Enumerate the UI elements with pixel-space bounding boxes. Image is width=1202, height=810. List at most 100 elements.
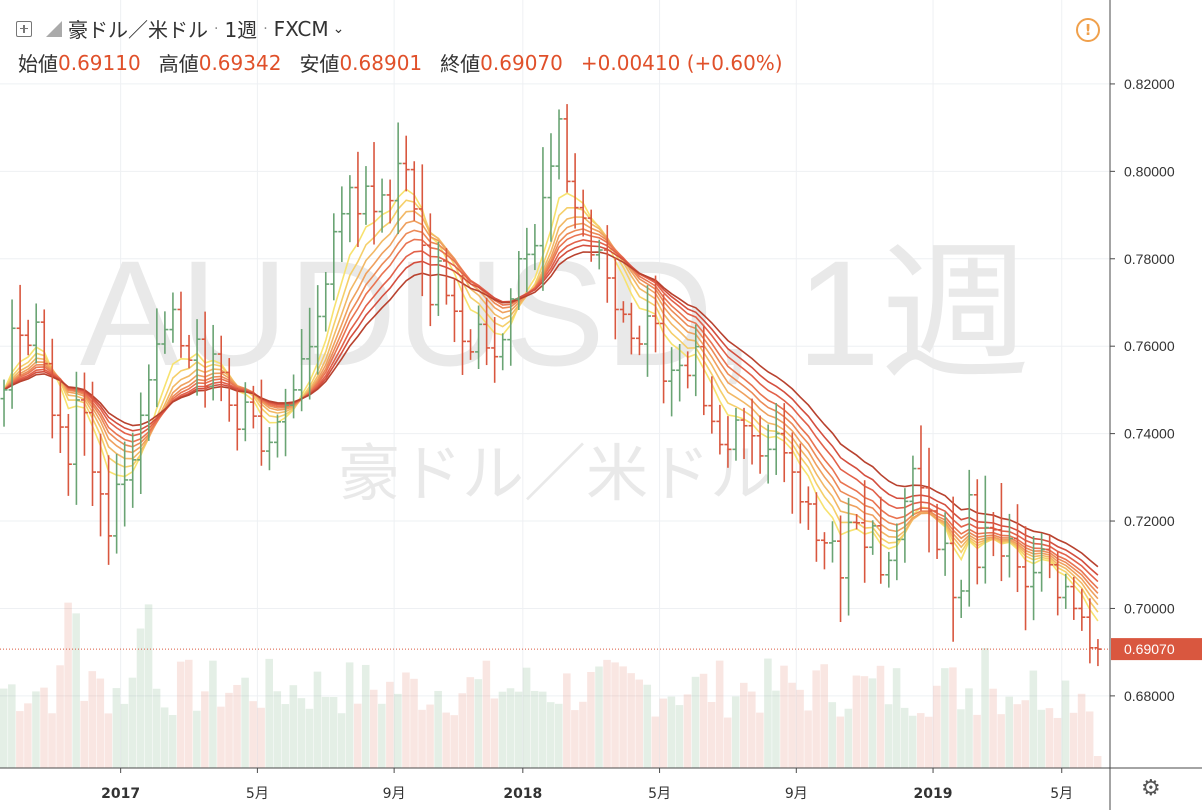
last-price-box xyxy=(1111,638,1202,661)
interval-label[interactable]: 1週 xyxy=(224,18,258,42)
y-tick-label: 0.70000 xyxy=(1124,600,1175,616)
volume-bar xyxy=(201,691,209,768)
price-bar xyxy=(378,178,386,233)
price-bar xyxy=(901,488,909,563)
x-tick-label: 9月 xyxy=(785,786,808,802)
volume-bar xyxy=(498,691,507,768)
volume-bar xyxy=(933,685,941,768)
volume-bar xyxy=(740,682,748,768)
chevron-down-icon[interactable]: ⌄ xyxy=(332,20,345,37)
y-tick-label: 0.76000 xyxy=(1124,338,1175,354)
price-bar xyxy=(24,319,32,356)
volume-bar xyxy=(88,671,97,768)
price-bar xyxy=(531,224,539,271)
price-bar xyxy=(129,432,137,508)
volume-bar xyxy=(160,707,169,768)
expand-icon[interactable] xyxy=(16,20,32,37)
price-bar xyxy=(64,413,72,496)
volume-bar xyxy=(579,701,587,768)
price-bar xyxy=(547,133,555,242)
volume-bar xyxy=(707,701,716,768)
volume-bar xyxy=(281,704,290,768)
high-label: 高値 xyxy=(158,52,199,76)
x-tick-label: 2019 xyxy=(914,786,953,802)
volume-bar xyxy=(370,689,378,768)
volume-bar xyxy=(538,691,547,768)
price-bar xyxy=(1086,598,1094,664)
price-bar xyxy=(571,153,579,229)
volume-bar xyxy=(506,688,515,768)
volume-bar xyxy=(56,665,64,768)
y-tick-label: 0.74000 xyxy=(1124,426,1175,442)
price-bar xyxy=(652,275,660,353)
volume-bar xyxy=(40,687,48,768)
volume-bar xyxy=(209,660,217,768)
price-bar xyxy=(483,297,491,366)
volume-bar xyxy=(683,694,692,768)
open-value: 0.69110 xyxy=(58,50,141,75)
volume-bar xyxy=(603,659,611,768)
volume-bar xyxy=(442,712,450,768)
x-tick-label: 2018 xyxy=(503,786,542,802)
price-bar xyxy=(981,475,989,584)
price-bar xyxy=(217,335,225,402)
volume-bar xyxy=(788,682,796,768)
symbol-name[interactable]: 豪ドル／米ドル xyxy=(68,18,208,42)
price-bar xyxy=(426,213,434,327)
price-bar xyxy=(121,441,129,527)
price-bar xyxy=(386,179,394,224)
volume-bar xyxy=(241,677,249,768)
price-bar xyxy=(97,433,105,537)
volume-bar xyxy=(176,661,185,768)
price-bar xyxy=(692,324,700,397)
volume-bar xyxy=(466,677,475,768)
moving-average-line xyxy=(3,238,1099,583)
price-bar xyxy=(282,388,290,457)
price-bar xyxy=(1078,588,1086,631)
volume-bar xyxy=(120,703,129,768)
price-bar xyxy=(877,496,885,584)
volume-bar xyxy=(973,714,981,768)
volume-bar xyxy=(699,673,708,768)
price-bar xyxy=(113,453,121,554)
gridlines xyxy=(0,0,1110,768)
alert-icon[interactable]: ! xyxy=(1076,18,1100,42)
price-bar xyxy=(820,532,828,570)
price-bar xyxy=(338,186,346,262)
y-tick-label: 0.72000 xyxy=(1124,513,1175,529)
volume-bar xyxy=(563,673,571,768)
price-bar xyxy=(233,387,241,451)
price-bar xyxy=(16,284,24,376)
high-value: 0.69342 xyxy=(198,50,282,75)
gear-icon[interactable]: ⚙ xyxy=(1141,776,1161,801)
price-bar xyxy=(611,258,619,340)
price-bar xyxy=(153,308,161,408)
volume-bar xyxy=(273,691,282,768)
volume-bar xyxy=(836,716,845,768)
price-bar xyxy=(724,416,732,468)
price-bar xyxy=(957,579,965,618)
volume-bar xyxy=(104,713,113,768)
volume-bar xyxy=(136,628,145,768)
volume-bar xyxy=(1077,693,1086,768)
price-bar xyxy=(257,379,265,466)
close-label: 終値 xyxy=(440,52,481,76)
collapse-triangle-icon[interactable] xyxy=(46,20,62,37)
price-bar xyxy=(676,343,684,402)
volume-bar xyxy=(297,698,306,768)
volume-bar xyxy=(555,703,563,768)
price-bar xyxy=(290,374,298,419)
volume-bar xyxy=(667,696,676,768)
price-bar xyxy=(450,278,458,343)
price-bar xyxy=(893,523,901,581)
volume-bar xyxy=(48,713,56,768)
exchange-label[interactable]: FXCM xyxy=(273,16,329,41)
volume-bar xyxy=(265,658,273,768)
price-bar xyxy=(8,299,16,409)
volume-bar xyxy=(217,706,225,768)
price-bar xyxy=(917,425,925,511)
price-bar xyxy=(467,329,475,360)
volume-bar xyxy=(587,672,595,768)
price-bar xyxy=(499,333,507,371)
